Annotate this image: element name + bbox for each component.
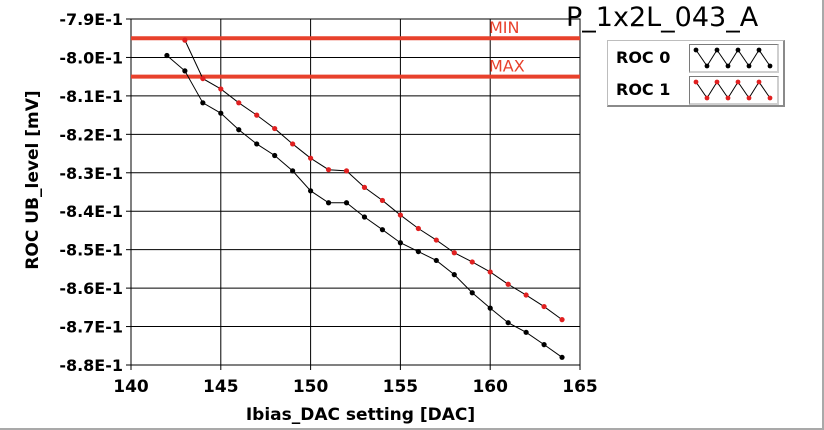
y-tick-label: -7.9E-1 xyxy=(59,10,123,29)
data-point-roc1 xyxy=(236,100,242,106)
data-point-roc0 xyxy=(433,257,439,264)
data-point-roc1 xyxy=(451,250,457,256)
data-point-roc1 xyxy=(200,75,206,82)
x-tick-label: 140 xyxy=(113,377,149,397)
legend-label-roc0: ROC 0 xyxy=(616,48,671,67)
y-tick-label: -8.7E-1 xyxy=(59,318,123,337)
legend-swatch-roc1 xyxy=(689,76,779,105)
data-point-roc0 xyxy=(182,68,188,74)
data-point-roc0 xyxy=(308,188,314,194)
data-point-roc0 xyxy=(236,127,242,133)
data-point-roc0 xyxy=(415,248,421,255)
y-tick-label: -8.0E-1 xyxy=(59,48,123,67)
legend-marker xyxy=(714,79,720,85)
legend-swatch-line-roc1 xyxy=(693,79,773,101)
legend-swatch-line-roc0 xyxy=(693,47,773,69)
data-point-roc0 xyxy=(343,200,350,206)
data-point-roc1 xyxy=(469,259,475,265)
data-point-roc1 xyxy=(559,317,565,323)
legend-marker xyxy=(693,79,699,85)
x-axis-label: Ibias_DAC setting [DAC] xyxy=(246,405,475,425)
data-point-roc0 xyxy=(272,152,278,159)
legend-marker xyxy=(693,47,699,53)
legend-marker xyxy=(725,63,731,69)
data-point-roc0 xyxy=(361,214,368,220)
y-tick-label: -8.3E-1 xyxy=(59,164,123,183)
data-point-roc0 xyxy=(164,52,170,59)
y-tick-label: -8.5E-1 xyxy=(59,241,123,260)
data-point-roc1 xyxy=(343,168,350,174)
legend-marker xyxy=(735,79,741,85)
data-point-roc1 xyxy=(308,155,314,161)
legend-marker xyxy=(746,95,752,101)
data-point-roc1 xyxy=(487,269,493,275)
legend-label-roc1: ROC 1 xyxy=(616,80,671,99)
legend-line xyxy=(695,49,771,67)
data-point-roc0 xyxy=(505,320,511,326)
data-point-roc0 xyxy=(218,110,224,116)
x-tick-label: 150 xyxy=(293,377,329,397)
y-tick-label: -8.6E-1 xyxy=(59,279,123,298)
legend: ROC 0 ROC 1 xyxy=(607,40,785,107)
legend-marker xyxy=(767,95,773,101)
chart-title: P_1x2L_043_A xyxy=(566,2,759,33)
x-tick-label: 155 xyxy=(383,377,419,397)
legend-marker xyxy=(735,47,741,53)
legend-marker xyxy=(756,79,762,85)
data-point-roc0 xyxy=(541,342,547,348)
data-point-roc0 xyxy=(254,141,260,147)
y-tick-label: -8.2E-1 xyxy=(59,125,123,144)
data-point-roc1 xyxy=(254,112,260,118)
data-point-roc1 xyxy=(397,212,403,218)
data-point-roc0 xyxy=(451,272,457,278)
data-point-roc1 xyxy=(325,167,332,173)
data-point-roc1 xyxy=(290,141,296,147)
data-point-roc1 xyxy=(415,225,421,232)
legend-item-roc1: ROC 1 xyxy=(608,73,783,105)
y-axis-label: ROC UB_level [mV] xyxy=(23,90,43,269)
legend-marker xyxy=(704,95,710,101)
data-point-roc0 xyxy=(290,168,296,174)
data-point-roc1 xyxy=(433,237,439,243)
data-point-roc1 xyxy=(505,281,511,287)
data-point-roc0 xyxy=(559,354,565,360)
legend-marker xyxy=(704,63,710,69)
limit-label-max: MAX xyxy=(489,57,525,76)
data-point-roc1 xyxy=(379,197,386,204)
x-tick-label: 165 xyxy=(562,377,598,397)
legend-line xyxy=(695,81,771,99)
legend-marker xyxy=(746,63,752,69)
limit-label-min: MIN xyxy=(489,18,520,37)
data-point-roc0 xyxy=(469,290,475,296)
legend-marker xyxy=(756,47,762,53)
data-point-roc1 xyxy=(361,184,368,190)
x-tick-label: 145 xyxy=(203,377,239,397)
data-point-roc0 xyxy=(397,240,403,246)
y-tick-label: -8.8E-1 xyxy=(59,356,123,375)
y-tick-label: -8.4E-1 xyxy=(59,202,123,221)
data-point-roc1 xyxy=(523,292,529,298)
data-point-roc1 xyxy=(182,37,188,43)
legend-marker xyxy=(725,95,731,101)
data-point-roc1 xyxy=(272,125,278,132)
series-line-roc1 xyxy=(184,39,563,321)
legend-marker xyxy=(767,63,773,69)
y-tick-label: -8.1E-1 xyxy=(59,87,123,106)
data-point-roc0 xyxy=(487,305,493,311)
x-tick-label: 160 xyxy=(472,377,508,397)
data-point-roc0 xyxy=(325,200,332,206)
plot-border xyxy=(130,18,581,366)
legend-marker xyxy=(714,47,720,53)
legend-swatch-roc0 xyxy=(689,44,779,73)
data-point-roc0 xyxy=(523,329,529,335)
data-point-roc1 xyxy=(218,86,224,92)
data-point-roc0 xyxy=(200,100,206,106)
data-point-roc0 xyxy=(379,227,386,233)
data-point-roc1 xyxy=(541,303,547,310)
legend-item-roc0: ROC 0 xyxy=(608,41,783,73)
